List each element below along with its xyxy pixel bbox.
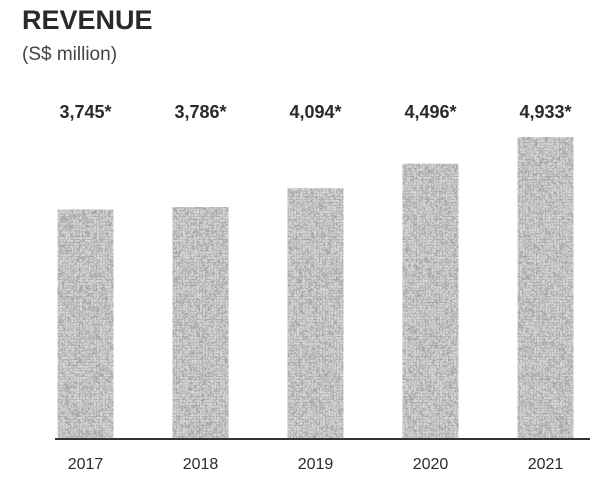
bar xyxy=(517,137,574,438)
value-label: 4,094* xyxy=(289,102,341,122)
x-tick-label: 2020 xyxy=(413,456,449,473)
x-tick-label: 2021 xyxy=(528,456,564,473)
x-tick-label: 2019 xyxy=(298,456,334,473)
x-tick-label: 2017 xyxy=(68,456,104,473)
bar xyxy=(172,206,229,438)
value-label: 3,745* xyxy=(59,102,111,122)
bar xyxy=(287,188,344,438)
x-tick-label: 2018 xyxy=(183,456,219,473)
value-label: 4,496* xyxy=(404,102,456,122)
chart-subtitle: (S$ million) xyxy=(22,44,117,65)
value-label: 4,933* xyxy=(519,102,571,122)
chart-title: REVENUE xyxy=(22,5,153,35)
bar xyxy=(57,209,114,438)
value-label: 3,786* xyxy=(174,102,226,122)
bar xyxy=(402,163,459,438)
